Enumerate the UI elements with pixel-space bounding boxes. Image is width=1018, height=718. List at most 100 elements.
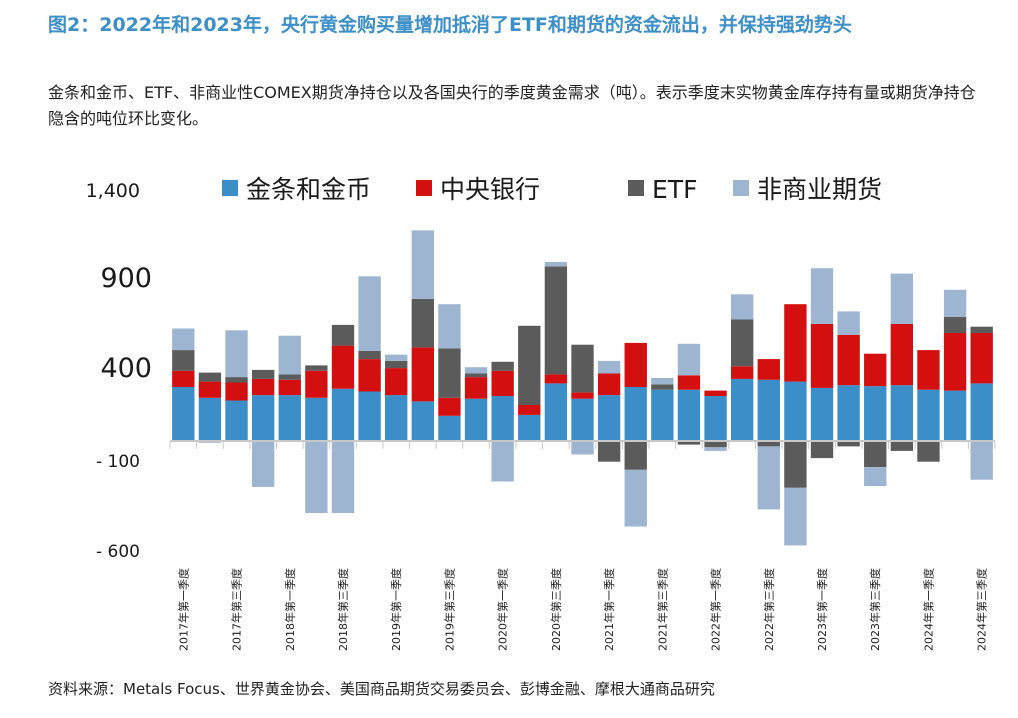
legend-label-bars_coins: 金条和金币 bbox=[246, 175, 371, 204]
bar-segment-futures bbox=[864, 467, 887, 486]
legend-swatch-bars_coins bbox=[222, 180, 238, 196]
x-tick-label: 2017年第一季度 bbox=[176, 568, 190, 651]
bar-segment-etf bbox=[810, 441, 834, 459]
bar-segment-central_banks bbox=[198, 381, 222, 398]
bar-segment-futures bbox=[970, 441, 993, 480]
bar-segment-futures bbox=[225, 330, 248, 378]
bar-segment-central_banks bbox=[358, 359, 381, 392]
bar-segment-futures bbox=[251, 441, 275, 487]
bar-segment-bars_coins bbox=[757, 379, 780, 441]
bar-segment-etf bbox=[518, 325, 541, 405]
bar-segment-etf bbox=[385, 360, 408, 369]
bar-segment-etf bbox=[331, 324, 355, 346]
bar-segment-bars_coins bbox=[704, 396, 727, 441]
bar-segment-futures bbox=[544, 261, 568, 267]
bar-segment-futures bbox=[571, 441, 594, 455]
y-tick-label: 1,400 bbox=[86, 180, 140, 202]
bar-segment-central_banks bbox=[677, 375, 701, 390]
x-tick-label: 2024年第一季度 bbox=[922, 568, 936, 651]
bar-segment-futures bbox=[943, 289, 967, 317]
bar-segment-bars_coins bbox=[411, 401, 434, 441]
bar-segment-etf bbox=[864, 441, 887, 468]
bar-segment-etf bbox=[358, 351, 381, 360]
x-tick-label: 2017年第三季度 bbox=[230, 568, 244, 651]
bar-segment-central_banks bbox=[837, 334, 860, 386]
bar-segment-etf bbox=[624, 441, 647, 470]
x-tick-label: 2019年第三季度 bbox=[442, 568, 456, 651]
bar-segment-futures bbox=[731, 294, 754, 320]
bar-segment-bars_coins bbox=[784, 381, 807, 441]
bar-segment-etf bbox=[571, 344, 594, 393]
bar-segment-etf bbox=[464, 373, 488, 378]
bar-segment-central_banks bbox=[251, 378, 275, 396]
bar-segment-etf bbox=[411, 298, 434, 348]
bar-segment-central_banks bbox=[385, 368, 408, 396]
bar-segment-central_banks bbox=[491, 370, 514, 396]
x-tick-label: 2020年第三季度 bbox=[549, 568, 563, 651]
x-tick-label: 2020年第一季度 bbox=[496, 568, 510, 651]
x-tick-label: 2024年第三季度 bbox=[975, 568, 989, 651]
bar-segment-futures bbox=[278, 335, 301, 375]
bars bbox=[172, 230, 993, 546]
x-axis: 2017年第一季度 2017年第三季度 2018年第一季度 2018年第三季度 2019… bbox=[169, 440, 996, 651]
legend-swatch-futures bbox=[733, 180, 749, 196]
y-tick-label: 900 bbox=[100, 263, 152, 294]
legend-swatch-etf bbox=[628, 180, 644, 196]
bar-segment-central_banks bbox=[864, 353, 887, 387]
bar-segment-central_banks bbox=[810, 324, 834, 388]
bar-segment-futures bbox=[757, 446, 780, 510]
bar-segment-bars_coins bbox=[464, 398, 488, 441]
bar-segment-bars_coins bbox=[305, 397, 328, 441]
bar-segment-etf bbox=[890, 441, 914, 451]
bar-segment-bars_coins bbox=[331, 388, 355, 441]
bar-segment-central_banks bbox=[464, 377, 488, 399]
y-tick-label: 400 bbox=[100, 353, 152, 384]
bar-segment-bars_coins bbox=[358, 391, 381, 441]
x-tick-label: 2018年第三季度 bbox=[336, 568, 350, 651]
chart-subtitle: 金条和金币、ETF、非商业性COMEX期货净持仓以及各国央行的季度黄金需求（吨）… bbox=[48, 83, 976, 128]
x-tick-label: 2023年第三季度 bbox=[868, 568, 882, 651]
bar-segment-bars_coins bbox=[571, 398, 594, 441]
bar-segment-central_banks bbox=[970, 333, 993, 384]
bar-segment-central_banks bbox=[731, 366, 754, 379]
bar-segment-futures bbox=[651, 378, 674, 385]
x-tick-label: 2022年第三季度 bbox=[762, 568, 776, 651]
bar-segment-central_banks bbox=[305, 370, 328, 398]
bar-segment-etf bbox=[251, 369, 275, 379]
bar-segment-central_banks bbox=[757, 359, 780, 380]
bar-segment-etf bbox=[970, 326, 993, 333]
bar-segment-etf bbox=[917, 441, 940, 462]
bar-segment-etf bbox=[943, 316, 967, 333]
bar-segment-etf bbox=[704, 441, 727, 448]
bar-segment-etf bbox=[651, 384, 674, 390]
bar-segment-futures bbox=[491, 441, 514, 482]
bar-segment-bars_coins bbox=[624, 387, 647, 441]
bar-segment-futures bbox=[385, 354, 408, 361]
bar-segment-etf bbox=[278, 374, 301, 380]
y-axis: 1,400 900 400 - 100 - 600 bbox=[86, 180, 152, 562]
bar-segment-etf bbox=[491, 361, 514, 371]
bar-segment-central_banks bbox=[438, 397, 461, 416]
bar-segment-bars_coins bbox=[278, 395, 301, 441]
bar-segment-central_banks bbox=[411, 347, 434, 402]
bar-segment-central_banks bbox=[917, 350, 940, 390]
bar-segment-bars_coins bbox=[198, 397, 222, 441]
bar-segment-etf bbox=[784, 441, 807, 488]
legend-label-etf: ETF bbox=[652, 175, 697, 204]
y-tick-label: - 600 bbox=[96, 542, 140, 562]
chart-title: 图2：2022年和2023年，央行黄金购买量增加抵消了ETF和期货的资金流出，并… bbox=[48, 14, 852, 36]
bar-segment-etf bbox=[305, 365, 328, 371]
bar-segment-central_banks bbox=[331, 345, 355, 389]
bar-segment-bars_coins bbox=[917, 389, 940, 441]
bar-segment-futures bbox=[464, 367, 488, 374]
bar-segment-etf bbox=[198, 372, 222, 382]
bar-segment-bars_coins bbox=[943, 390, 967, 441]
y-tick-label: - 100 bbox=[96, 452, 140, 472]
bar-segment-etf bbox=[544, 266, 568, 375]
bar-segment-central_banks bbox=[784, 304, 807, 382]
x-tick-label: 2021年第一季度 bbox=[602, 568, 616, 651]
bar-segment-etf bbox=[438, 348, 461, 398]
bar-segment-bars_coins bbox=[518, 414, 541, 441]
bar-segment-futures bbox=[810, 268, 834, 324]
x-tick-label: 2022年第一季度 bbox=[709, 568, 723, 651]
